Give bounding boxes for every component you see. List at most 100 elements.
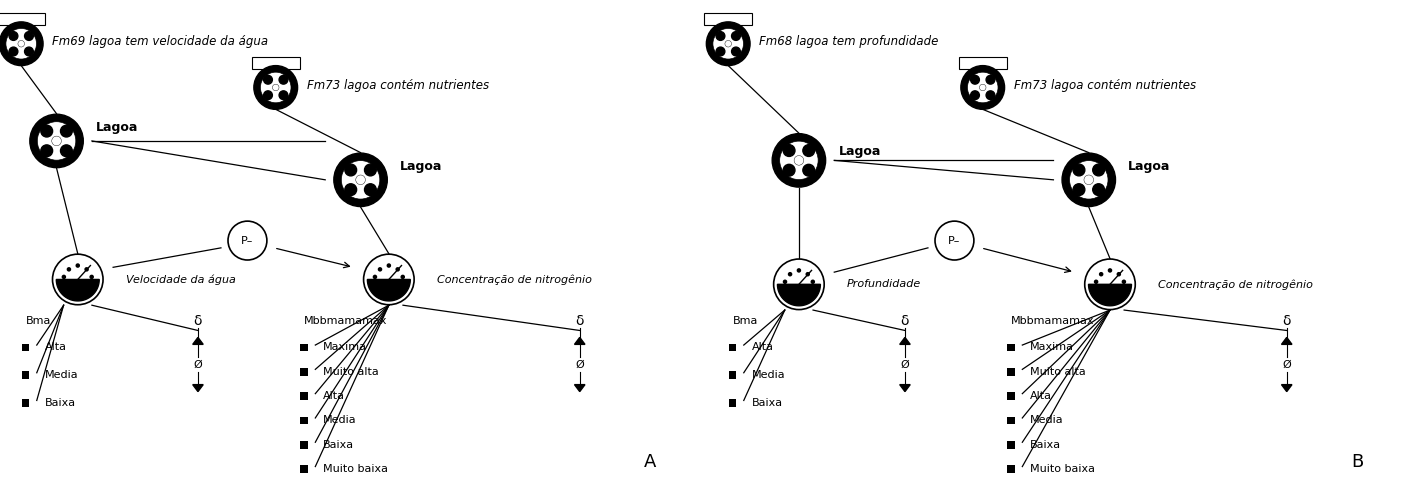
Ellipse shape <box>713 28 744 59</box>
Ellipse shape <box>1093 164 1104 176</box>
Ellipse shape <box>62 275 66 279</box>
Ellipse shape <box>1107 268 1113 273</box>
Text: Fm73 lagoa contém nutrientes: Fm73 lagoa contém nutrientes <box>1014 79 1196 91</box>
Text: δ: δ <box>901 314 909 328</box>
Ellipse shape <box>279 91 288 100</box>
Ellipse shape <box>986 75 995 84</box>
Text: A: A <box>645 453 656 471</box>
Text: δ: δ <box>575 314 584 328</box>
Ellipse shape <box>1117 272 1121 277</box>
Polygon shape <box>899 337 911 345</box>
Ellipse shape <box>980 84 986 91</box>
Polygon shape <box>574 384 585 392</box>
Ellipse shape <box>783 145 795 156</box>
Ellipse shape <box>1099 272 1103 277</box>
Text: Baixa: Baixa <box>751 398 783 408</box>
Ellipse shape <box>772 134 826 187</box>
Ellipse shape <box>365 164 376 176</box>
Ellipse shape <box>707 22 749 66</box>
Ellipse shape <box>788 272 792 277</box>
Text: Ø: Ø <box>575 360 584 369</box>
Text: Concentração de nitrogênio: Concentração de nitrogênio <box>1158 279 1314 290</box>
Ellipse shape <box>263 75 273 84</box>
Text: Media: Media <box>44 370 78 380</box>
Text: Fm68 lagoa tem profundidade: Fm68 lagoa tem profundidade <box>759 35 939 48</box>
Text: Ø: Ø <box>901 360 909 369</box>
Text: Concentração de nitrogênio: Concentração de nitrogênio <box>437 274 592 285</box>
Ellipse shape <box>345 184 356 195</box>
Ellipse shape <box>260 72 291 103</box>
Ellipse shape <box>1094 279 1099 284</box>
Ellipse shape <box>935 221 974 260</box>
Polygon shape <box>192 384 204 392</box>
Bar <box>300 465 308 473</box>
Bar <box>300 417 308 424</box>
Ellipse shape <box>810 279 814 284</box>
Text: Muito alta: Muito alta <box>1029 367 1086 377</box>
Text: Baixa: Baixa <box>44 398 76 408</box>
Bar <box>0 13 45 25</box>
Polygon shape <box>368 279 410 301</box>
Ellipse shape <box>8 32 18 40</box>
Bar <box>1007 465 1015 473</box>
Ellipse shape <box>365 184 376 195</box>
Ellipse shape <box>1085 259 1135 310</box>
Ellipse shape <box>41 125 52 137</box>
Ellipse shape <box>6 28 37 59</box>
Text: Lagoa: Lagoa <box>96 121 139 134</box>
Bar <box>1007 417 1015 424</box>
Text: Maxima: Maxima <box>322 343 368 352</box>
Bar <box>300 368 308 376</box>
Bar <box>300 441 308 449</box>
Ellipse shape <box>795 156 803 165</box>
Text: Maxima: Maxima <box>1029 343 1075 352</box>
Text: Media: Media <box>751 370 785 380</box>
Ellipse shape <box>731 47 741 56</box>
Polygon shape <box>574 337 585 345</box>
Ellipse shape <box>1093 184 1104 195</box>
Text: δ: δ <box>1282 314 1291 328</box>
Polygon shape <box>57 279 99 301</box>
Text: δ: δ <box>194 314 202 328</box>
Ellipse shape <box>30 114 83 168</box>
Ellipse shape <box>1062 153 1116 207</box>
Ellipse shape <box>986 91 995 100</box>
Ellipse shape <box>725 40 731 47</box>
Polygon shape <box>778 284 820 306</box>
Ellipse shape <box>255 66 297 109</box>
Text: P–: P– <box>242 236 253 245</box>
Bar <box>704 13 752 25</box>
Text: Ø: Ø <box>194 360 202 369</box>
Ellipse shape <box>279 75 288 84</box>
Ellipse shape <box>396 267 400 272</box>
Text: Media: Media <box>322 416 356 425</box>
Ellipse shape <box>962 66 1004 109</box>
Text: Fm73 lagoa contém nutrientes: Fm73 lagoa contém nutrientes <box>307 79 489 91</box>
Ellipse shape <box>731 32 741 40</box>
Ellipse shape <box>796 268 802 273</box>
Ellipse shape <box>373 275 378 279</box>
Bar <box>252 57 300 69</box>
Text: Media: Media <box>1029 416 1063 425</box>
Ellipse shape <box>341 160 380 199</box>
Bar <box>728 399 737 407</box>
Text: Mbbmamamax: Mbbmamamax <box>1011 316 1094 326</box>
Ellipse shape <box>970 75 980 84</box>
Ellipse shape <box>803 164 814 176</box>
Ellipse shape <box>363 254 414 305</box>
Ellipse shape <box>967 72 998 103</box>
Ellipse shape <box>228 221 267 260</box>
Ellipse shape <box>356 175 365 185</box>
Bar <box>300 344 308 351</box>
Ellipse shape <box>75 263 81 268</box>
Bar <box>21 399 30 407</box>
Polygon shape <box>192 337 204 345</box>
Text: Alta: Alta <box>322 391 345 401</box>
Text: Muito baixa: Muito baixa <box>1029 464 1094 474</box>
Bar <box>1007 368 1015 376</box>
Ellipse shape <box>61 145 72 156</box>
Text: Muito alta: Muito alta <box>322 367 379 377</box>
Text: Lagoa: Lagoa <box>1128 159 1171 173</box>
Ellipse shape <box>970 91 980 100</box>
Bar <box>728 371 737 379</box>
